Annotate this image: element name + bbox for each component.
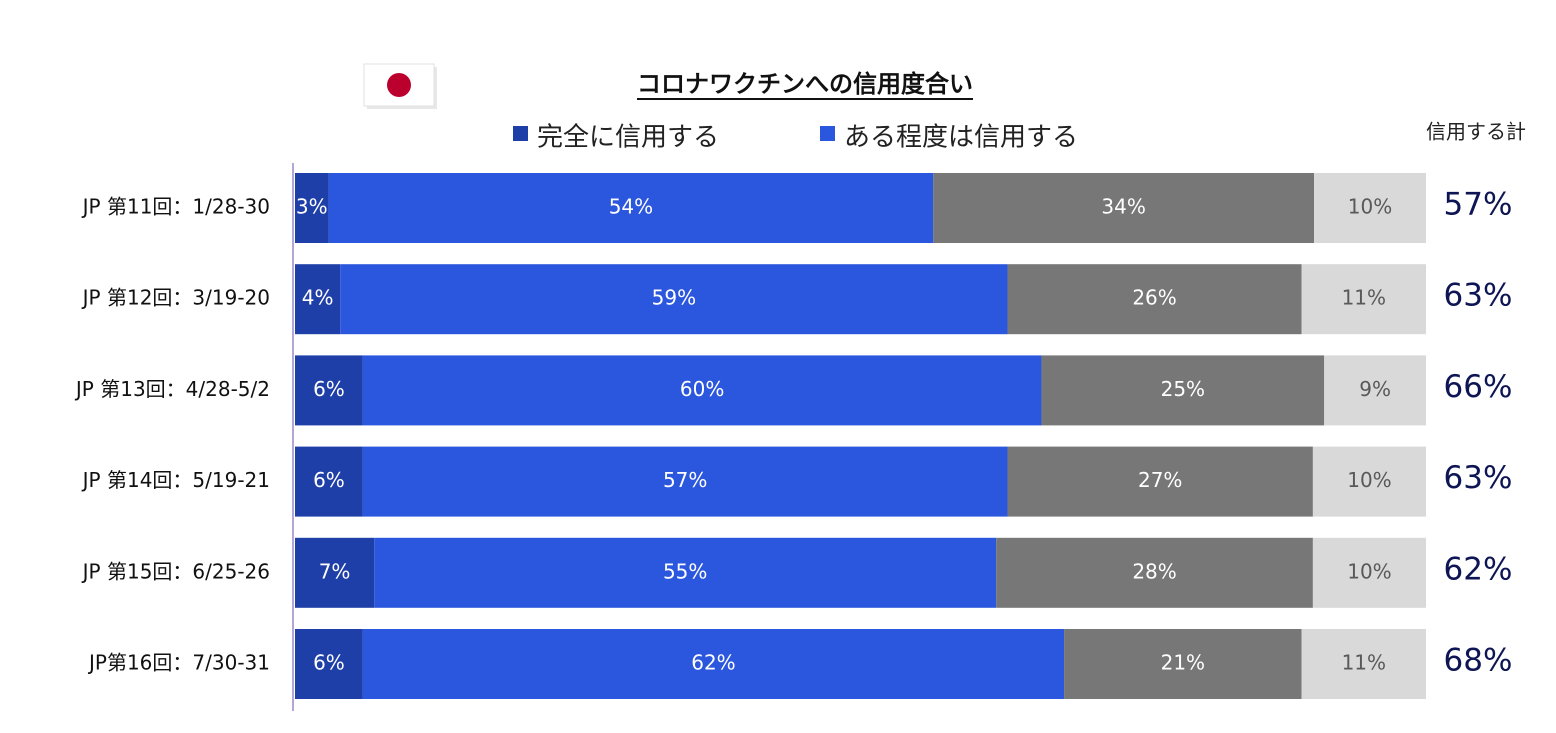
bar-segment	[996, 537, 1313, 608]
legend-label: ある程度は信用する	[844, 123, 1078, 153]
bar-segment	[295, 446, 363, 517]
bar-segment	[1007, 264, 1302, 335]
total-label: 63%	[1444, 460, 1513, 496]
data-label: 54%	[609, 195, 653, 219]
data-label: 60%	[680, 377, 724, 401]
bar-segment	[295, 537, 375, 608]
data-label: 21%	[1161, 651, 1205, 675]
y-tick-label: JP 第15回：6/25-26	[81, 559, 270, 583]
bar-segment	[1041, 355, 1325, 426]
y-tick-label: JP 第14回：5/19-21	[81, 468, 270, 492]
bar-segment	[295, 264, 341, 335]
y-tick-label: JP 第12回：3/19-20	[81, 286, 270, 310]
y-tick-label: JP 第11回：1/28-30	[81, 195, 270, 219]
data-label: 9%	[1359, 377, 1391, 401]
total-label: 62%	[1444, 551, 1513, 587]
bar-segment	[1301, 629, 1426, 699]
y-tick-label: JP 第13回：4/28-5/2	[74, 377, 270, 401]
bar-segment	[362, 446, 1008, 517]
flag	[363, 63, 437, 109]
total-label: 66%	[1444, 369, 1513, 405]
data-label: 4%	[302, 286, 334, 310]
data-label: 6%	[313, 377, 345, 401]
bar-segment	[340, 264, 1008, 335]
total-label: 57%	[1444, 187, 1513, 223]
bar-segment	[1314, 173, 1426, 243]
legend-swatch	[820, 126, 835, 141]
bar-segment	[1312, 446, 1426, 517]
data-label: 6%	[313, 651, 345, 675]
data-label: 59%	[652, 286, 696, 310]
bar-segment	[1064, 629, 1302, 699]
flag-sun	[387, 73, 411, 97]
data-label: 55%	[663, 559, 707, 583]
bar-segment	[1324, 355, 1426, 426]
bar-segment	[295, 173, 329, 243]
data-label: 25%	[1161, 377, 1205, 401]
bar-segment	[933, 173, 1315, 243]
data-label: 27%	[1138, 468, 1182, 492]
data-label: 10%	[1347, 559, 1391, 583]
data-label: 6%	[313, 468, 345, 492]
data-label: 11%	[1342, 286, 1386, 310]
totals-header: 信用する計	[1426, 120, 1526, 144]
total-label: 63%	[1444, 278, 1513, 314]
data-label: 26%	[1132, 286, 1176, 310]
bar-segment	[362, 629, 1065, 699]
legend-label: 完全に信用する	[537, 123, 719, 153]
data-label: 7%	[319, 559, 351, 583]
data-label: 10%	[1347, 468, 1391, 492]
bar-segment	[295, 629, 363, 699]
data-label: 28%	[1132, 559, 1176, 583]
bar-segment	[1007, 446, 1313, 517]
bar-segment	[328, 173, 934, 243]
y-tick-label: JP第16回：7/30-31	[87, 651, 270, 675]
total-label: 68%	[1444, 643, 1513, 679]
data-label: 62%	[691, 651, 735, 675]
data-label: 3%	[296, 195, 328, 219]
legend-swatch	[513, 126, 528, 141]
bar-segment	[295, 355, 363, 426]
data-label: 10%	[1348, 195, 1392, 219]
bar-segment	[1312, 537, 1426, 608]
data-label: 11%	[1342, 651, 1386, 675]
data-label: 57%	[663, 468, 707, 492]
chart-title: コロナワクチンへの信用度合い	[637, 70, 973, 98]
bar-segment	[374, 537, 997, 608]
bar-segment	[362, 355, 1042, 426]
bar-segment	[1301, 264, 1426, 335]
data-label: 34%	[1101, 195, 1145, 219]
